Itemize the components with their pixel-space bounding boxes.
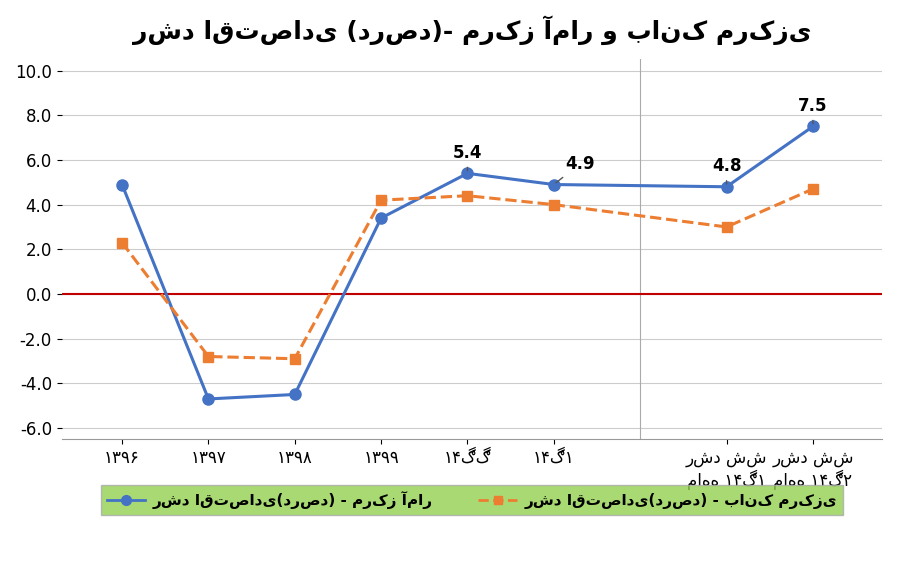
رشد اقتصادی(درصد) - بانک مرکزی: [721, 224, 732, 231]
رشد اقتصادی(درصد) - بانک مرکزی: [462, 192, 473, 199]
رشد اقتصادی(درصد) - مرکز آمار: [462, 170, 473, 177]
رشد اقتصادی(درصد) - بانک مرکزی: [117, 239, 128, 246]
رشد اقتصادی(درصد) - بانک مرکزی: [807, 185, 818, 192]
رشد اقتصادی(درصد) - مرکز آمار: [203, 395, 214, 402]
رشد اقتصادی(درصد) - مرکز آمار: [807, 123, 818, 130]
رشد اقتصادی(درصد) - بانک مرکزی: [289, 355, 300, 362]
Line: رشد اقتصادی(درصد) - مرکز آمار: رشد اقتصادی(درصد) - مرکز آمار: [116, 121, 818, 404]
Text: 4.8: 4.8: [712, 157, 741, 184]
رشد اقتصادی(درصد) - مرکز آمار: [721, 184, 732, 190]
رشد اقتصادی(درصد) - بانک مرکزی: [548, 201, 559, 208]
رشد اقتصادی(درصد) - بانک مرکزی: [376, 197, 387, 204]
Text: 4.9: 4.9: [556, 155, 595, 183]
رشد اقتصادی(درصد) - مرکز آمار: [548, 181, 559, 188]
Text: 7.5: 7.5: [798, 97, 828, 124]
Legend: رشد اقتصادی(درصد) - مرکز آمار, رشد اقتصادی(درصد) - بانک مرکزی: رشد اقتصادی(درصد) - مرکز آمار, رشد اقتصا…: [101, 485, 843, 515]
رشد اقتصادی(درصد) - مرکز آمار: [117, 181, 128, 188]
Text: 5.4: 5.4: [452, 144, 483, 170]
رشد اقتصادی(درصد) - مرکز آمار: [289, 391, 300, 398]
رشد اقتصادی(درصد) - مرکز آمار: [376, 214, 387, 221]
Title: رشد اقتصادی (درصد)- مرکز آمار و بانک مرکزی: رشد اقتصادی (درصد)- مرکز آمار و بانک مرک…: [133, 15, 811, 45]
Line: رشد اقتصادی(درصد) - بانک مرکزی: رشد اقتصادی(درصد) - بانک مرکزی: [117, 184, 818, 364]
رشد اقتصادی(درصد) - بانک مرکزی: [203, 353, 214, 360]
